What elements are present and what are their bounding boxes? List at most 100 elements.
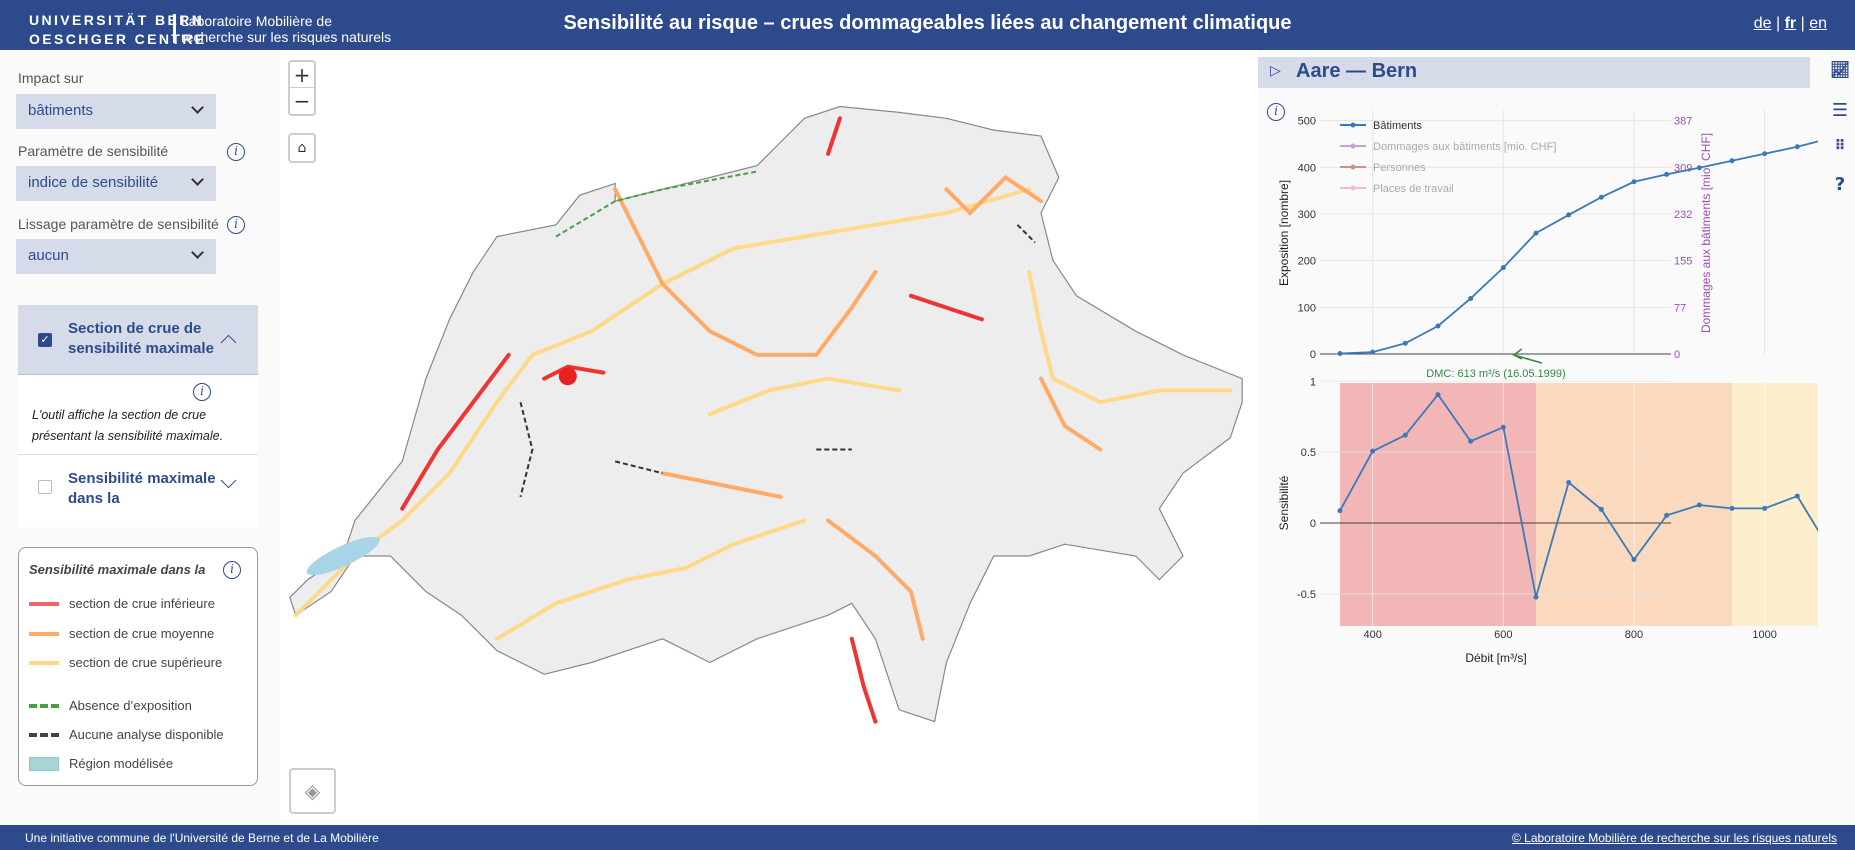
panel-header: ▷ Aare — Bern bbox=[1258, 57, 1810, 88]
legend-swatch bbox=[29, 632, 59, 636]
x-tick-label: 800 bbox=[1625, 629, 1643, 641]
lang-en[interactable]: en bbox=[1809, 15, 1827, 32]
layers-button[interactable]: ◈ bbox=[289, 768, 336, 814]
chevron-up-icon[interactable] bbox=[220, 334, 237, 351]
legend-marker bbox=[1350, 122, 1356, 128]
play-icon[interactable]: ▷ bbox=[1270, 63, 1281, 79]
info-icon[interactable]: i bbox=[193, 383, 211, 401]
river-section bbox=[826, 116, 842, 156]
info-icon[interactable]: i bbox=[227, 143, 245, 161]
legend-swatch bbox=[29, 602, 59, 606]
smoothing-label: Lissage paramètre de sensibilité bbox=[18, 216, 219, 232]
data-point bbox=[1664, 512, 1670, 518]
data-point bbox=[1762, 505, 1768, 511]
section-max-within-header[interactable]: Sensibilité maximale dans la bbox=[18, 455, 258, 527]
data-point bbox=[1435, 392, 1441, 398]
legend-label: Bâtiments bbox=[1373, 120, 1422, 132]
legend-title: Sensibilité maximale dans la bbox=[29, 562, 206, 577]
page-title: Sensibilité au risque – crues dommageabl… bbox=[563, 12, 1292, 34]
x-axis-title: Débit [m³/s] bbox=[1465, 651, 1526, 665]
river-section bbox=[542, 364, 606, 381]
menu-icon[interactable]: ☰ bbox=[1831, 100, 1849, 121]
param-value: indice de sensibilité bbox=[28, 174, 159, 191]
info-icon[interactable]: i bbox=[1267, 103, 1285, 121]
y-tick-label: 1 bbox=[1310, 376, 1316, 388]
y-tick-label: 0 bbox=[1310, 518, 1316, 530]
help-icon[interactable]: ? bbox=[1834, 174, 1846, 195]
home-button[interactable]: ⌂ bbox=[288, 133, 316, 163]
legend-marker bbox=[1350, 164, 1356, 170]
footer-initiative: Une initiative commune de l'Université d… bbox=[25, 831, 379, 845]
checkbox-checked[interactable]: ✓ bbox=[38, 333, 52, 347]
y-axis-title: Exposition [nombre] bbox=[1277, 180, 1291, 286]
y-tick-label: 200 bbox=[1298, 256, 1316, 268]
y2-tick-label: 77 bbox=[1674, 302, 1686, 314]
river-section bbox=[400, 352, 511, 511]
home-icon: ⌂ bbox=[297, 140, 307, 156]
y2-axis-title: Dommages aux bâtiments [mio. CHF] bbox=[1699, 133, 1713, 333]
river-section bbox=[944, 174, 1043, 216]
y-tick-label: 500 bbox=[1298, 116, 1316, 128]
zoom-out-button[interactable]: − bbox=[293, 89, 311, 113]
data-point bbox=[1370, 349, 1376, 355]
checkbox-unchecked[interactable] bbox=[38, 480, 52, 494]
info-icon[interactable]: i bbox=[223, 561, 241, 579]
data-point bbox=[1762, 151, 1768, 157]
data-point bbox=[1794, 493, 1800, 499]
legend-label: Absence d’exposition bbox=[69, 698, 192, 713]
zoom-in-button[interactable]: + bbox=[290, 62, 314, 88]
data-point bbox=[1566, 212, 1572, 218]
logo-divider bbox=[173, 14, 176, 43]
y-tick-label: 0.5 bbox=[1301, 447, 1316, 459]
lang-de[interactable]: de bbox=[1753, 15, 1772, 32]
x-tick-label: 600 bbox=[1494, 629, 1512, 641]
data-point bbox=[1468, 438, 1474, 444]
impact-value: bâtiments bbox=[28, 102, 94, 119]
language-switcher: de | fr | en bbox=[1753, 15, 1827, 32]
param-select[interactable]: indice de sensibilité bbox=[16, 166, 216, 201]
legend-label: section de crue inférieure bbox=[69, 596, 215, 611]
switzerland-map[interactable] bbox=[280, 50, 1258, 825]
annotation-label: DMC: 613 m³/s (16.05.1999) bbox=[1426, 368, 1565, 380]
data-point bbox=[1500, 265, 1506, 271]
line-chart-icon[interactable]: 📈︎ bbox=[1830, 60, 1851, 79]
y2-tick-label: 232 bbox=[1674, 209, 1692, 221]
chevron-down-icon[interactable] bbox=[220, 472, 237, 489]
info-icon[interactable]: i bbox=[227, 216, 245, 234]
legend-label: Région modélisée bbox=[69, 756, 174, 771]
smoothing-select[interactable]: aucun bbox=[16, 239, 216, 274]
header: UNIVERSITÄT BERN OESCHGER CENTRE Laborato… bbox=[0, 0, 1855, 50]
lang-fr[interactable]: fr bbox=[1784, 15, 1797, 32]
legend-swatch bbox=[29, 757, 59, 771]
data-point bbox=[1402, 432, 1408, 438]
chevron-down-icon bbox=[191, 101, 204, 114]
param-label: Paramètre de sensibilité bbox=[18, 143, 169, 159]
legend-label: Aucune analyse disponible bbox=[69, 727, 224, 742]
data-point bbox=[1435, 323, 1441, 329]
country-outline bbox=[289, 105, 1243, 723]
section-max-sensitivity-header[interactable]: ✓ Section de crue de sensibilité maximal… bbox=[18, 305, 258, 375]
x-tick-label: 1000 bbox=[1752, 629, 1776, 641]
y2-tick-label: 387 bbox=[1674, 116, 1692, 128]
river-section bbox=[293, 187, 1032, 618]
river-section bbox=[1039, 376, 1103, 452]
map-legend: Sensibilité maximale dans la i section d… bbox=[18, 547, 258, 786]
data-point bbox=[1794, 144, 1800, 150]
legend-label: Places de travail bbox=[1373, 183, 1454, 195]
river-section bbox=[908, 293, 984, 322]
grid-icon[interactable]: ⠿ bbox=[1834, 138, 1846, 154]
footer-copyright-link[interactable]: © Laboratoire Mobilière de recherche sur… bbox=[1511, 831, 1837, 845]
data-point bbox=[1631, 179, 1637, 185]
legend-swatch bbox=[29, 661, 59, 665]
section-description: i L'outil affiche la section de crue pré… bbox=[18, 375, 258, 455]
impact-select[interactable]: bâtiments bbox=[16, 94, 216, 129]
zoom-control: + − bbox=[288, 60, 316, 116]
dashed-section bbox=[555, 170, 758, 238]
chevron-down-icon bbox=[191, 173, 204, 186]
legend-label: Personnes bbox=[1373, 162, 1426, 174]
data-point bbox=[1566, 479, 1572, 485]
map-view[interactable] bbox=[280, 50, 1258, 825]
legend-label: section de crue moyenne bbox=[69, 626, 215, 641]
data-point bbox=[1631, 557, 1637, 563]
sidebar: Impact sur bâtiments Paramètre de sensib… bbox=[0, 50, 280, 825]
